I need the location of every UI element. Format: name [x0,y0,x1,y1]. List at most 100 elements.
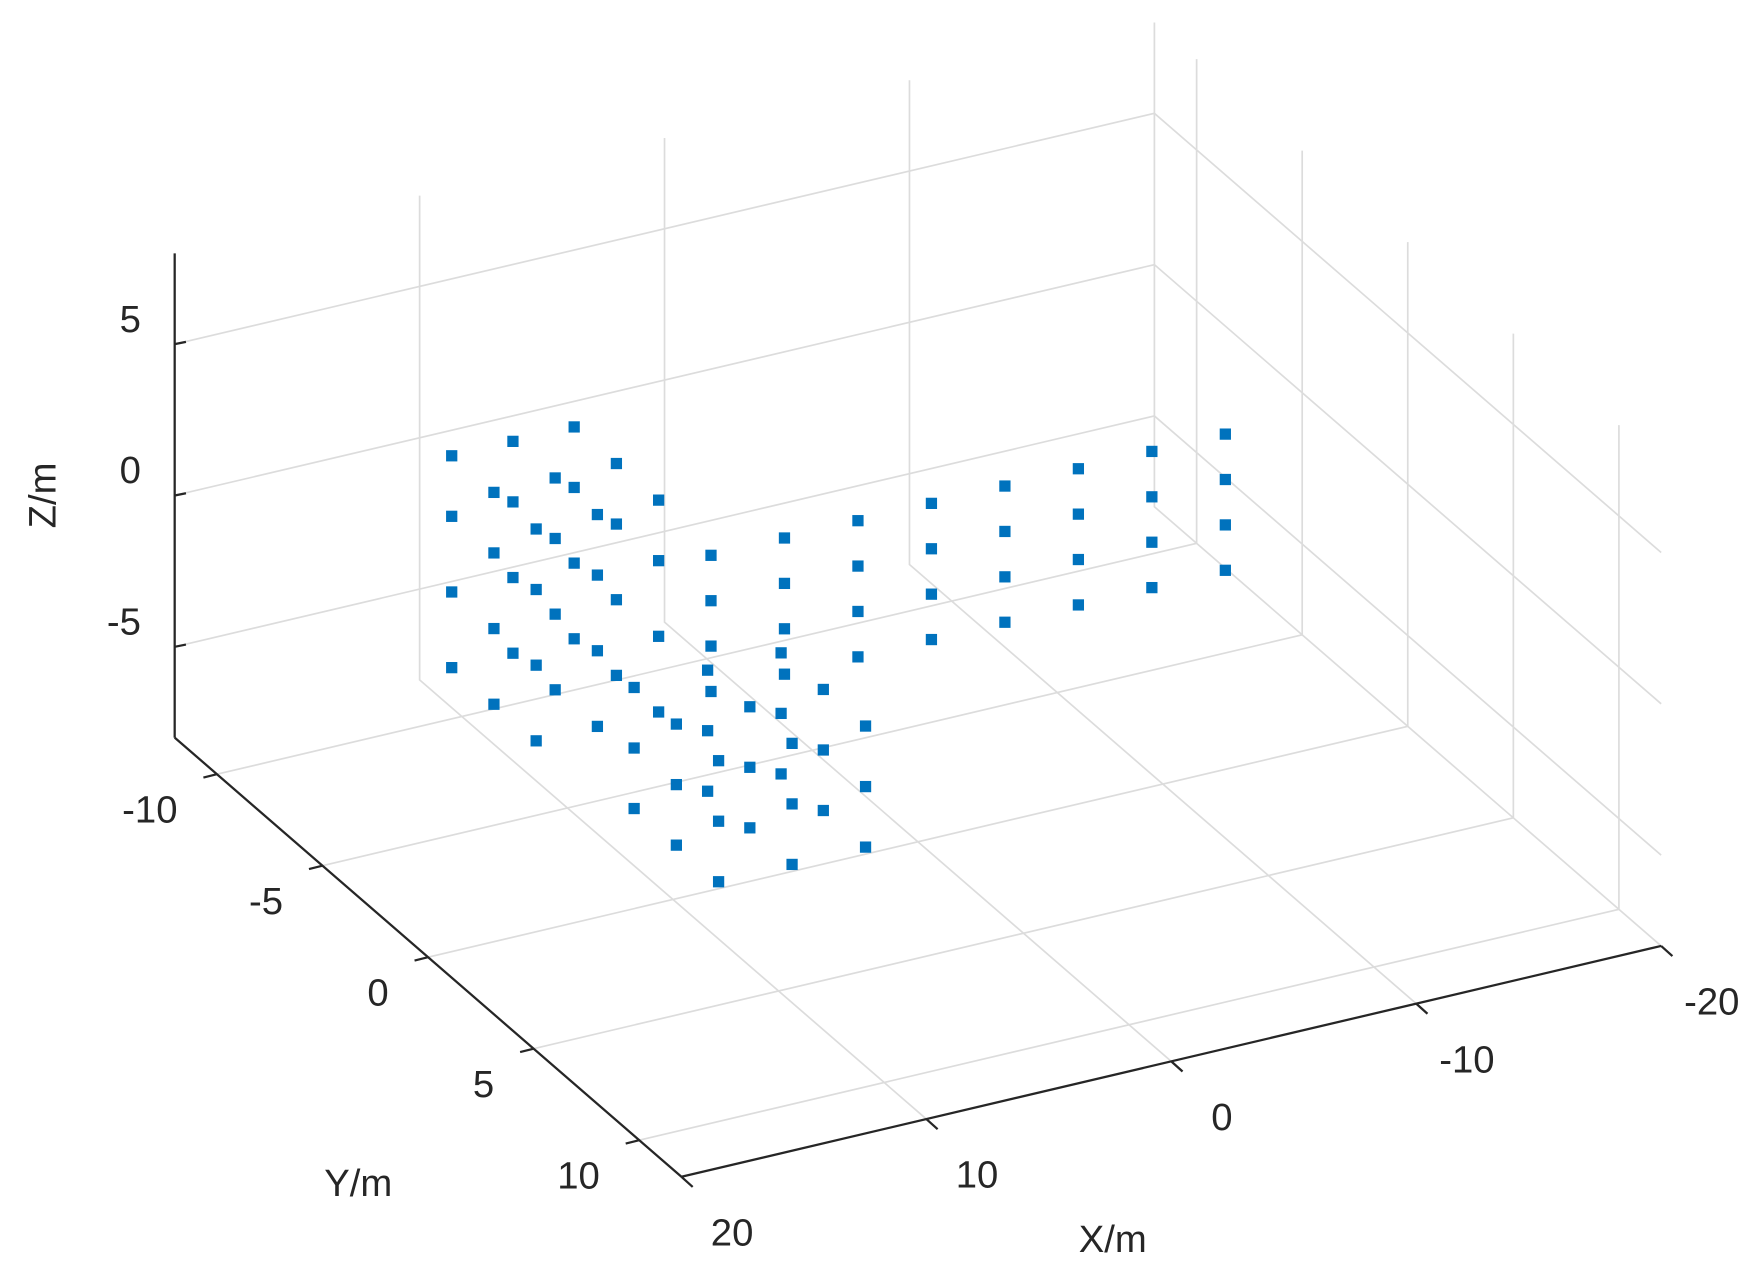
point [999,616,1011,628]
point [670,839,682,851]
point [705,549,717,561]
grid-line [1153,22,1662,947]
point [1072,508,1085,520]
y-tick [519,1047,534,1054]
z-tick-label: 0 [120,449,141,492]
point [591,645,604,657]
point [701,725,714,737]
point [628,742,640,754]
point [786,737,798,749]
point [488,622,500,635]
x-tick-label: -20 [1684,981,1739,1024]
point [925,497,938,509]
grid-line [173,253,682,1178]
grid-line [322,150,1304,867]
x-tick [925,1118,939,1131]
point [507,435,519,447]
point [1146,581,1158,594]
point [705,685,717,698]
point [446,662,458,674]
point [701,664,714,676]
point [652,494,665,506]
point [549,608,561,620]
grid-line [533,333,1515,1050]
y-axis [173,736,683,1178]
point [712,876,725,888]
point [705,640,717,652]
point [1219,473,1231,486]
point [1072,553,1085,566]
point [999,525,1011,538]
x-tick [1660,945,1674,957]
point [610,669,623,682]
point [549,472,561,484]
grid-line [418,195,927,1120]
point [1219,519,1231,531]
point [1146,536,1158,548]
point [1219,564,1231,576]
y-tick [308,864,323,871]
x-axis-label: X/m [1079,1218,1147,1261]
y-axis-label: Y/m [324,1162,392,1205]
point [744,701,756,713]
grid-line [908,80,1417,1005]
point [775,647,787,659]
point [652,706,665,718]
point [568,481,580,494]
point [925,633,938,646]
point [744,822,756,834]
y-tick [625,1139,640,1145]
x-tick [1415,1002,1429,1015]
point [549,684,561,696]
point [775,768,787,780]
point [507,496,519,508]
x-tick-label: 20 [711,1211,754,1254]
grid-line [174,415,1662,856]
point [549,532,561,545]
point [859,720,872,732]
point [999,571,1011,583]
point [859,841,872,853]
point [786,858,798,871]
y-tick-label: 0 [367,972,388,1015]
point [778,668,791,680]
point [1072,599,1085,611]
point [1146,491,1158,503]
point [925,588,938,600]
point [591,720,604,733]
y-tick-label: 5 [473,1063,494,1106]
y-tick [203,773,218,779]
point [530,583,542,596]
z-tick-label: -5 [107,600,141,643]
point [852,560,864,572]
z-tick [174,643,187,648]
x-tick [680,1175,694,1188]
point [817,804,829,817]
point [852,515,864,527]
point [925,543,938,555]
point [652,555,665,567]
point [670,718,682,730]
x-tick-label: 10 [956,1154,999,1197]
x-tick [1170,1060,1184,1073]
point [591,508,604,521]
point [628,681,640,694]
point [446,510,458,522]
x-axis [681,944,1662,1178]
point [591,569,604,581]
point [852,605,864,618]
grid-line [174,112,1662,554]
grid-line [216,59,1198,776]
point [652,630,665,642]
point [786,798,798,810]
point [775,707,787,720]
y-tick-label: -5 [249,880,283,923]
point [859,780,872,793]
point [530,735,542,747]
point [712,755,725,767]
point [488,547,500,559]
y-tick-label: 10 [557,1155,600,1198]
point [701,785,714,797]
point [778,577,791,590]
